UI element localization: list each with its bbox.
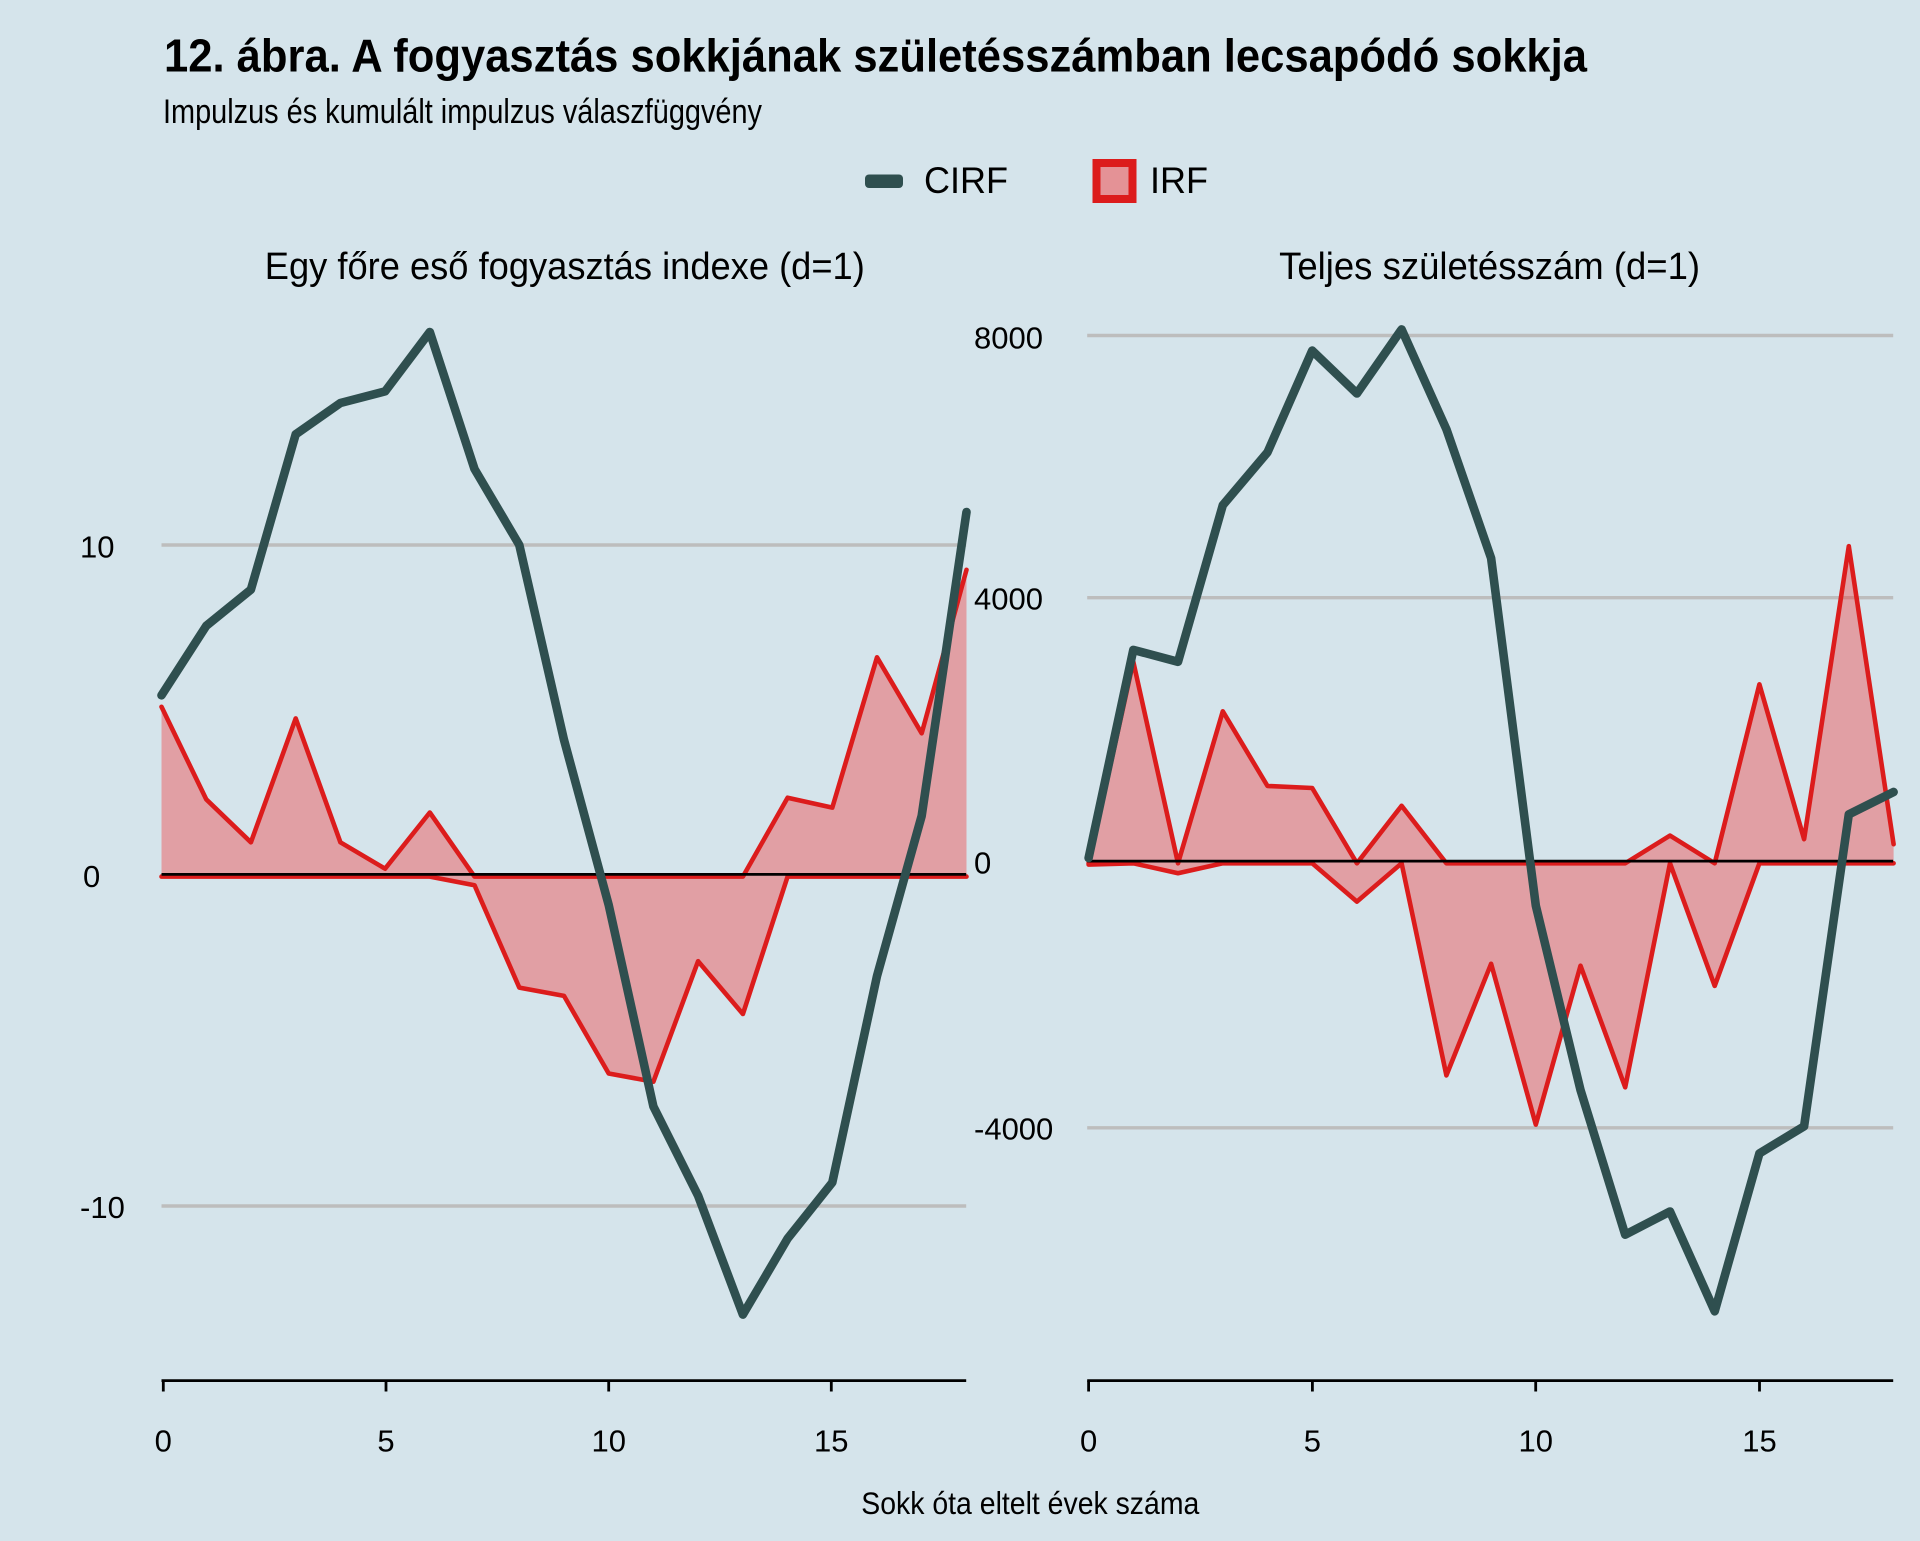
svg-text:Egy főre eső fogyasztás indexe: Egy főre eső fogyasztás indexe (d=1): [265, 246, 865, 288]
svg-text:15: 15: [1742, 1424, 1776, 1459]
svg-text:Sokk óta eltelt évek száma: Sokk óta eltelt évek száma: [861, 1485, 1199, 1521]
svg-text:15: 15: [814, 1424, 848, 1459]
svg-text:5: 5: [1304, 1424, 1321, 1459]
svg-text:4000: 4000: [974, 582, 1043, 617]
svg-text:10: 10: [80, 530, 114, 565]
svg-text:12. ábra. A fogyasztás sokkján: 12. ábra. A fogyasztás sokkjának születé…: [164, 29, 1587, 81]
svg-text:10: 10: [591, 1424, 625, 1459]
svg-text:0: 0: [83, 859, 100, 894]
svg-text:0: 0: [1080, 1424, 1097, 1459]
svg-text:-10: -10: [80, 1190, 125, 1225]
svg-text:8000: 8000: [974, 321, 1043, 356]
svg-text:10: 10: [1518, 1424, 1552, 1459]
svg-text:Impulzus és kumulált impulzus: Impulzus és kumulált impulzus válaszfügg…: [163, 93, 762, 131]
svg-text:0: 0: [155, 1424, 172, 1459]
svg-text:0: 0: [974, 846, 991, 881]
svg-text:-4000: -4000: [974, 1112, 1053, 1147]
svg-text:5: 5: [377, 1424, 394, 1459]
svg-text:Teljes születésszám (d=1): Teljes születésszám (d=1): [1279, 246, 1700, 288]
svg-text:CIRF: CIRF: [924, 160, 1008, 201]
svg-text:IRF: IRF: [1150, 160, 1208, 201]
